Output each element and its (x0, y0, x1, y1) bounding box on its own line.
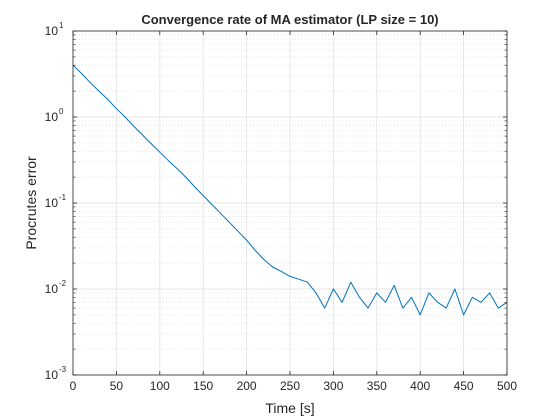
y-tick-label: 10 (45, 368, 59, 382)
y-tick-label-exponent: -2 (59, 279, 67, 288)
ticks (72, 30, 508, 376)
y-tick-label-exponent: 1 (59, 21, 64, 30)
x-axis-label: Time [s] (265, 400, 314, 416)
y-tick-label: 10 (45, 110, 59, 124)
series-line (72, 64, 508, 316)
x-tick-label: 100 (150, 379, 170, 393)
grid (72, 30, 508, 376)
y-tick-label: 10 (45, 282, 59, 296)
x-tick-label: 50 (110, 379, 124, 393)
x-tick-label: 150 (193, 379, 213, 393)
y-tick-label-exponent: -1 (59, 193, 67, 202)
y-tick-label: 10 (45, 24, 59, 38)
x-tick-label: 500 (497, 379, 517, 393)
tick-labels: 0 50 100 150 200 250 300 350 400 450 50010-310-210… (45, 21, 518, 393)
y-tick-label: 10 (45, 196, 59, 210)
x-tick-label: 350 (367, 379, 387, 393)
x-tick-label: 450 (454, 379, 474, 393)
y-tick-label-exponent: 0 (59, 107, 64, 116)
y-axis-label: Procrutes error (23, 156, 39, 250)
x-tick-label: 300 (323, 379, 343, 393)
x-tick-label: 0 (70, 379, 77, 393)
x-tick-label: 250 (280, 379, 300, 393)
chart-title: Convergence rate of MA estimator (LP siz… (141, 12, 438, 27)
series-layer (72, 64, 508, 316)
x-tick-label: 200 (237, 379, 257, 393)
x-tick-label: 400 (410, 379, 430, 393)
y-tick-label-exponent: -3 (59, 365, 67, 374)
